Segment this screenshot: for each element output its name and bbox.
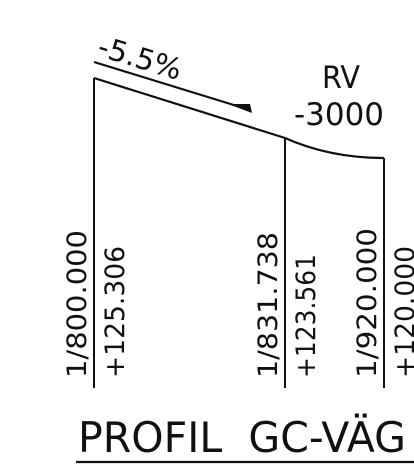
drawing-title: PROFIL GC-VÄG	[78, 412, 406, 462]
station-2-chainage: 1/831.738	[253, 232, 284, 378]
station-3-elevation: +120.000	[390, 246, 414, 378]
station-2-elevation: +123.561	[291, 254, 322, 378]
grade-label: -5.5%	[94, 29, 186, 87]
profile-line	[93, 76, 385, 160]
station-3-chainage: 1/920.000	[352, 228, 383, 378]
curve-type-label: RV	[322, 60, 360, 96]
grade-arrow-head	[228, 104, 252, 113]
station-1-chainage: 1/800.000	[62, 230, 93, 378]
grade-arrow-line	[93, 60, 251, 112]
station-1-elevation: +125.306	[100, 246, 131, 378]
curve-radius-label: -3000	[294, 97, 384, 133]
